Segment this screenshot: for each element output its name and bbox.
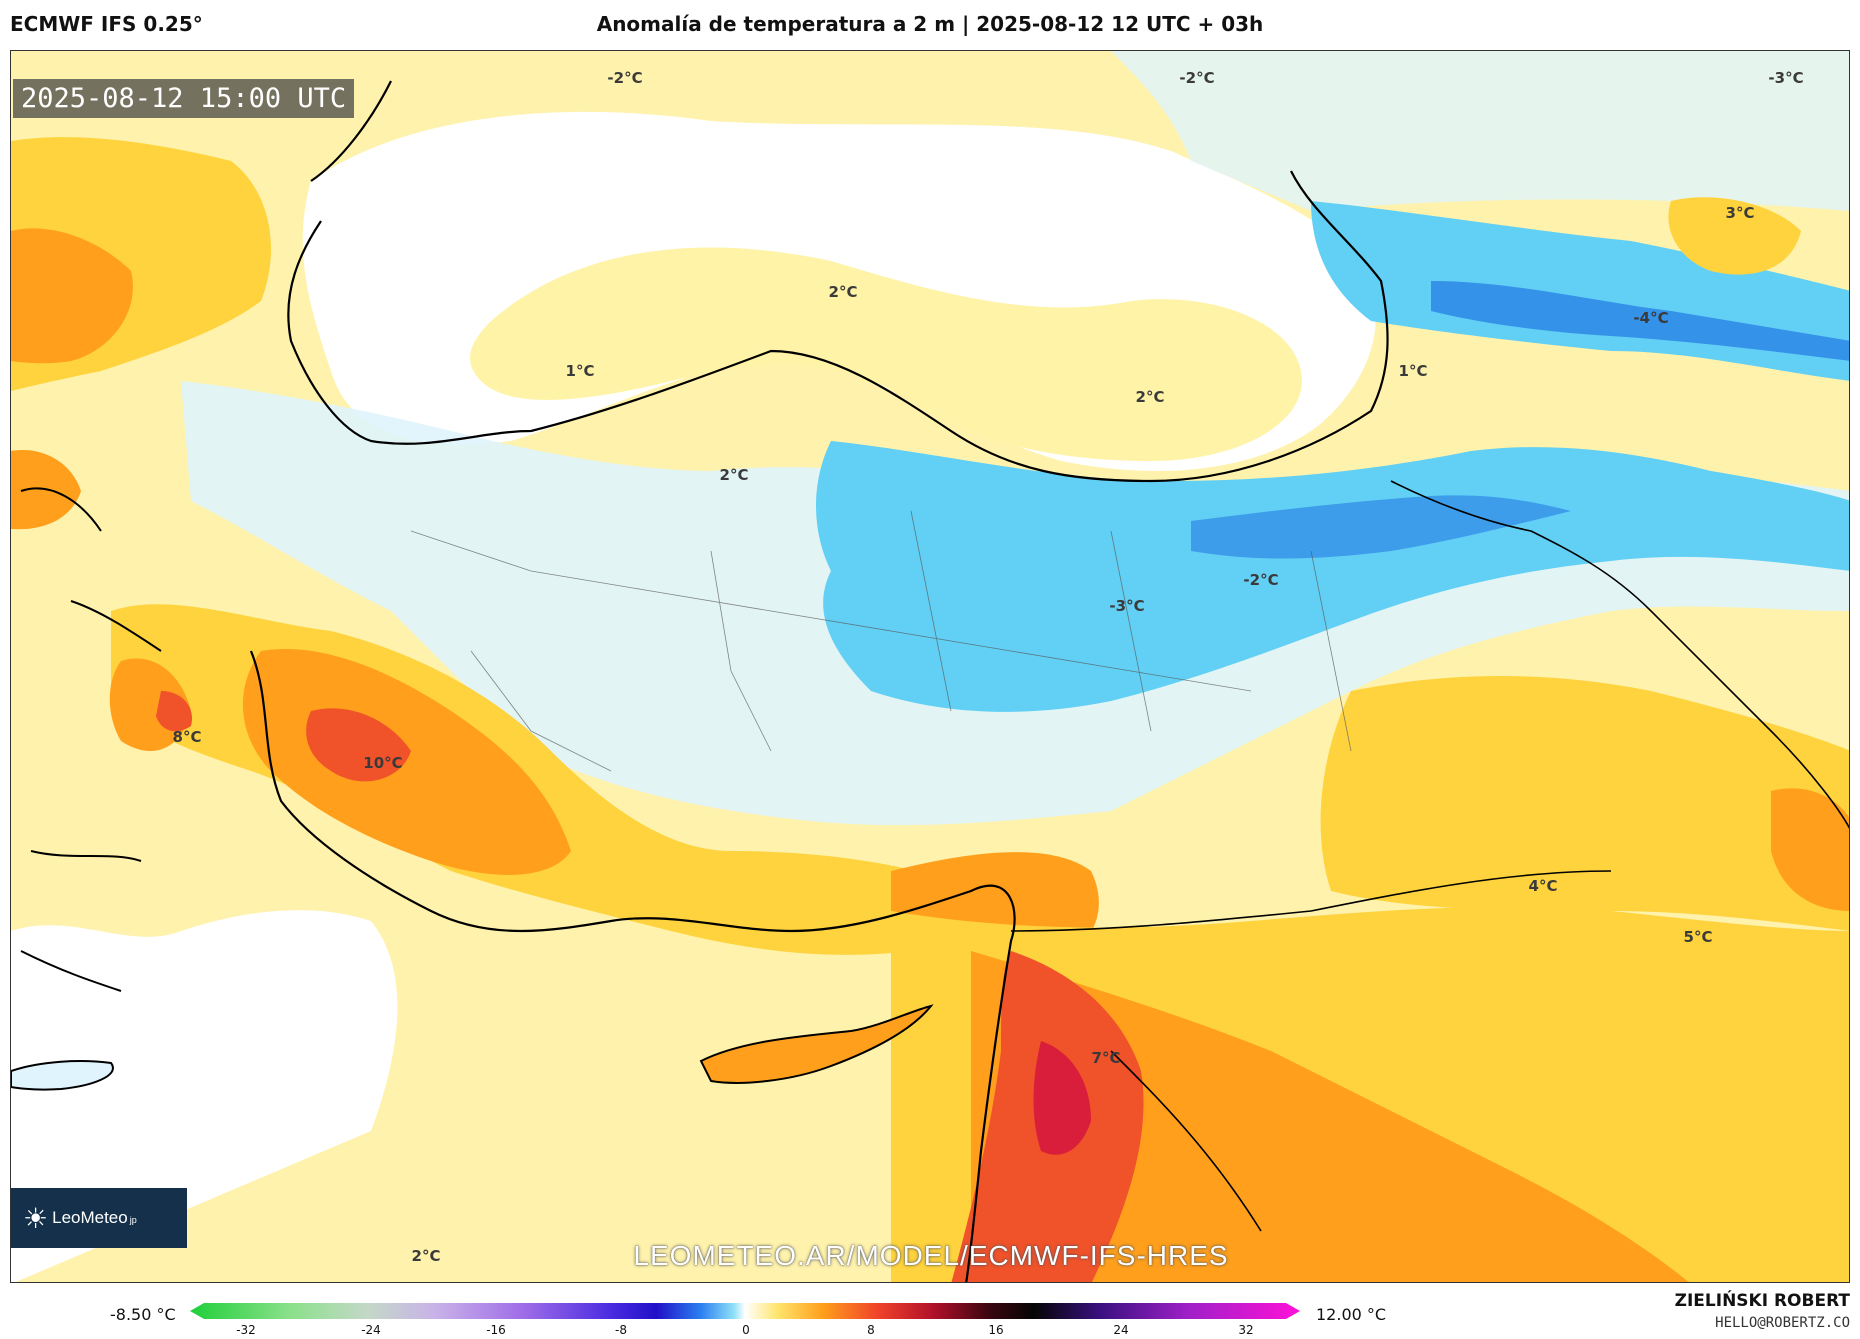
- contour-label: 2°C: [719, 466, 749, 484]
- contour-label: -2°C: [607, 69, 643, 87]
- leometeo-logo: ☀ LeoMeteo jp: [11, 1188, 187, 1248]
- contour-label: 1°C: [565, 362, 595, 380]
- east-yellow: [1320, 676, 1849, 931]
- contour-label: 2°C: [411, 1247, 441, 1265]
- contour-label: 1°C: [1398, 362, 1428, 380]
- west-anatolia-orange: [242, 649, 572, 875]
- internal-borders: [410, 510, 1352, 772]
- colorbar-gradient: [190, 1303, 1300, 1319]
- colorbar-tick: 0: [742, 1323, 750, 1337]
- contour-label: -3°C: [1768, 69, 1804, 87]
- colorbar-min-label: -8.50 °C: [110, 1305, 176, 1324]
- anomaly-field: [11, 51, 1849, 1282]
- aegean-red: [156, 691, 192, 732]
- caucasus-deep-blue: [1431, 281, 1849, 361]
- contour-label: -2°C: [1243, 571, 1279, 589]
- syria-iraq-orange: [971, 951, 1689, 1282]
- contour-label: 7°C: [1091, 1049, 1121, 1067]
- colorbar-tick: -16: [486, 1323, 506, 1337]
- logo-text-main: LeoMeteo: [52, 1208, 128, 1227]
- crete: [11, 1060, 114, 1091]
- colorbar-tick: 24: [1113, 1323, 1129, 1337]
- model-name: ECMWF IFS 0.25°: [10, 12, 203, 36]
- contour-label: -4°C: [1633, 309, 1669, 327]
- contour-label: 2°C: [828, 283, 858, 301]
- contour-label: -3°C: [1109, 597, 1145, 615]
- map-panel: 2025-08-12 15:00 UTC -2°C -2°C -3°C 3°C …: [10, 50, 1850, 1283]
- colorbar-tick: -24: [361, 1323, 381, 1337]
- contour-label: 3°C: [1725, 204, 1755, 222]
- contour-label: 8°C: [172, 728, 202, 746]
- colorbar-tick: -8: [615, 1323, 627, 1337]
- map-title: Anomalía de temperatura a 2 m | 2025-08-…: [596, 12, 1264, 36]
- contour-label: 2°C: [1135, 388, 1165, 406]
- source-watermark: LEOMETEO.AR/MODEL/ECMWF-IFS-HRES: [633, 1240, 1229, 1271]
- valid-time-label: 2025-08-12 15:00 UTC: [13, 79, 355, 118]
- sun-icon: ☀: [23, 1201, 49, 1235]
- author-credit: ZIELIŃSKI ROBERT: [1674, 1291, 1850, 1311]
- header: ECMWF IFS 0.25° Anomalía de temperatura …: [0, 0, 1860, 50]
- black-sea-yellow-anomaly: [470, 247, 1302, 461]
- colorbar: [190, 1303, 1300, 1319]
- author-email: HELLO@ROBERTZ.CO: [1715, 1315, 1850, 1331]
- west-anatolia-red: [306, 708, 411, 782]
- turkey-east-border: [1390, 480, 1849, 829]
- levant-red: [1033, 1041, 1091, 1155]
- north-light-blue: [291, 51, 1849, 211]
- north-east-orange: [1668, 197, 1801, 275]
- contour-label: -2°C: [1179, 69, 1215, 87]
- south-coastline: [249, 650, 1016, 1282]
- contour-label: 4°C: [1528, 877, 1558, 895]
- colorbar-ticks: -32 -24 -16 -8 0 8 16 24 32: [0, 1323, 1860, 1339]
- black-sea-coastline: [287, 80, 1389, 483]
- colorbar-tick: 32: [1238, 1323, 1254, 1337]
- colorbar-max-label: 12.00 °C: [1316, 1305, 1387, 1324]
- balkans-orange: [11, 228, 133, 364]
- eastern-turkey-blue: [816, 441, 1849, 712]
- logo-suffix: jp: [129, 1215, 137, 1225]
- east-orange-patch: [1771, 788, 1849, 911]
- colorbar-tick: -32: [236, 1323, 256, 1337]
- contour-label: 10°C: [363, 754, 403, 772]
- aegean-coastline: [20, 487, 162, 992]
- eastern-turkey-deep-blue: [1191, 495, 1571, 559]
- colorbar-tick: 16: [988, 1323, 1004, 1337]
- contour-label: 5°C: [1683, 928, 1713, 946]
- central-blue-patch: [853, 571, 1031, 694]
- colorbar-footer: -8.50 °C: [0, 1283, 1860, 1339]
- colorbar-tick: 8: [867, 1323, 875, 1337]
- cyprus: [699, 1004, 934, 1084]
- logo-text: LeoMeteo jp: [52, 1208, 137, 1228]
- syria-border: [1010, 870, 1612, 1232]
